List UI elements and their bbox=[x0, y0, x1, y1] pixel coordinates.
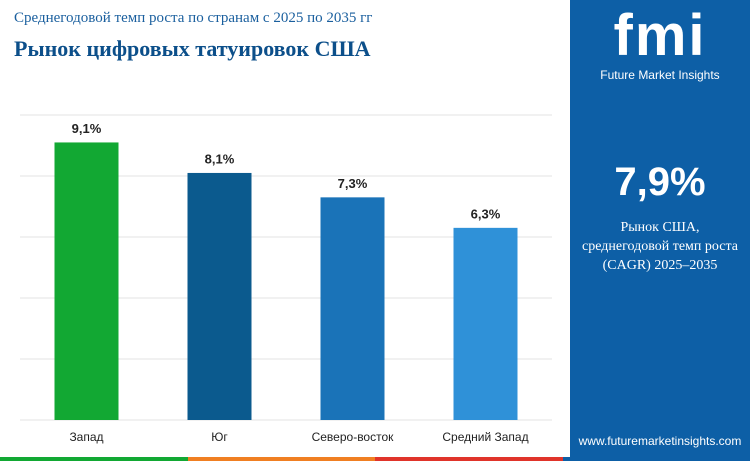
value-label: 6,3% bbox=[471, 206, 501, 221]
chart-title: Рынок цифровых татуировок США bbox=[14, 36, 371, 61]
sidebar: fmi Future Market Insights 7,9% Рынок СШ… bbox=[570, 0, 750, 457]
x-tick-label: Средний Запад bbox=[442, 430, 528, 444]
website: www.futuremarketinsights.com bbox=[578, 434, 742, 448]
value-label: 7,3% bbox=[338, 176, 368, 191]
brand-logo: fmi bbox=[613, 3, 707, 68]
x-tick-label: Запад bbox=[69, 430, 103, 444]
value-label: 8,1% bbox=[205, 151, 235, 166]
company-name: Future Market Insights bbox=[600, 68, 720, 82]
highlight-description: Рынок США, среднегодовой темп роста (CAG… bbox=[582, 220, 738, 273]
bar bbox=[453, 227, 518, 420]
chart-subtitle: Среднегодовой темп роста по странам с 20… bbox=[14, 10, 373, 26]
bar bbox=[187, 172, 252, 420]
bar bbox=[320, 197, 385, 420]
value-label: 9,1% bbox=[72, 121, 102, 136]
chart: 9,1% Запад 8,1% Юг 7,3% Северо-восток 6,3% Сред… bbox=[20, 114, 552, 444]
x-tick-label: Юг bbox=[211, 430, 228, 444]
highlight-value: 7,9% bbox=[614, 160, 706, 204]
x-tick-label: Северо-восток bbox=[312, 430, 395, 444]
bar bbox=[54, 142, 119, 420]
color-strip bbox=[0, 457, 750, 461]
